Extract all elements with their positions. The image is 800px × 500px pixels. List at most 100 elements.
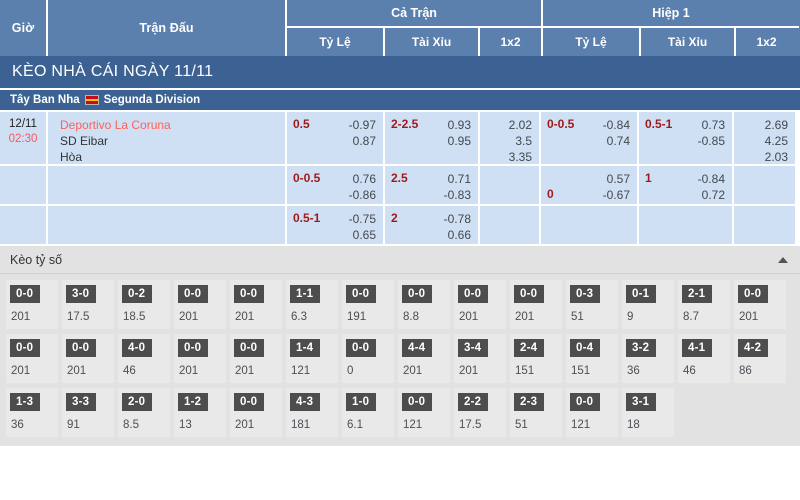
spain-flag-icon — [84, 95, 99, 105]
correct-score-cell[interactable]: 4-1 46 — [678, 334, 730, 383]
correct-score-cell[interactable]: 0-0 121 — [566, 388, 618, 437]
ft-handicap-line-3: 0.5-1 — [293, 211, 321, 225]
correct-score-odd: 151 — [571, 365, 591, 377]
correct-score-cell[interactable]: 0-0 121 — [398, 388, 450, 437]
caret-up-icon[interactable] — [778, 256, 788, 263]
ft-overunder-cell-1[interactable]: 2-2.5 0.93 0.95 — [385, 112, 480, 166]
correct-score-cell[interactable]: 0-3 51 — [566, 280, 618, 329]
correct-score-cell[interactable]: 0-0 201 — [230, 334, 282, 383]
ft-overunder-line-3: 2 — [391, 211, 398, 225]
ft-overunder-cell-3[interactable]: 2 -0.78 0.66 — [385, 206, 480, 246]
league-bar[interactable]: Tây Ban Nha Segunda Division — [0, 90, 800, 112]
match-time-cell: 12/11 02:30 — [0, 112, 48, 166]
correct-score-cell[interactable]: 0-0 201 — [174, 280, 226, 329]
h1-handicap-over-1: -0.84 — [602, 118, 630, 132]
correct-score-cell[interactable]: 4-4 201 — [398, 334, 450, 383]
correct-score-odd: 13 — [179, 419, 192, 431]
h1-overunder-cell-2[interactable]: 1 -0.84 0.72 — [639, 166, 734, 206]
correct-score-cell[interactable]: 0-0 191 — [342, 280, 394, 329]
correct-score-value: 4-1 — [682, 339, 713, 357]
correct-score-odd: 201 — [179, 311, 199, 323]
away-team[interactable]: SD Eibar — [60, 134, 109, 148]
ft-handicap-cell-1[interactable]: 0.5 -0.97 0.87 — [287, 112, 385, 166]
ft-overunder-line-1: 2-2.5 — [391, 117, 419, 131]
correct-score-cell[interactable]: 1-3 36 — [6, 388, 58, 437]
correct-score-cell[interactable]: 2-2 17.5 — [454, 388, 506, 437]
correct-score-cell[interactable]: 0-0 0 — [342, 334, 394, 383]
correct-score-cell[interactable]: 1-0 6.1 — [342, 388, 394, 437]
ft-overunder-values-1: 0.93 0.95 — [448, 117, 471, 149]
home-team[interactable]: Deportivo La Coruna — [60, 118, 171, 132]
correct-score-odd: 46 — [683, 365, 696, 377]
match-date: 12/11 — [9, 118, 37, 130]
correct-score-value: 1-1 — [290, 285, 321, 303]
odds-table-body: 12/11 02:30 Deportivo La Coruna SD Eibar… — [0, 112, 800, 246]
correct-score-cell[interactable]: 2-0 8.5 — [118, 388, 170, 437]
correct-score-odd: 36 — [627, 365, 640, 377]
correct-score-cell[interactable]: 0-0 201 — [230, 280, 282, 329]
h1-handicap-line-2: 0 — [547, 187, 554, 201]
correct-score-cell[interactable]: 0-0 201 — [230, 388, 282, 437]
ft-1x2-cell-1[interactable]: 2.02 3.5 3.35 — [480, 112, 541, 166]
correct-score-value: 0-0 — [10, 285, 41, 303]
correct-score-value: 4-3 — [290, 393, 321, 411]
correct-score-cell[interactable]: 0-1 9 — [622, 280, 674, 329]
ft-overunder-cell-2[interactable]: 2.5 0.71 -0.83 — [385, 166, 480, 206]
ft-handicap-values-3: -0.75 0.65 — [349, 211, 376, 243]
header-firsthalf-overunder: Tài Xỉu — [641, 28, 736, 56]
correct-score-cell[interactable]: 3-3 91 — [62, 388, 114, 437]
correct-score-value: 0-0 — [178, 285, 209, 303]
page-title: KÈO NHÀ CÁI NGÀY 11/11 — [0, 56, 800, 90]
correct-score-cell[interactable]: 3-0 17.5 — [62, 280, 114, 329]
table-row: 0-0.5 0.76 -0.86 2.5 0.71 -0.83 0 0.57 -… — [0, 166, 800, 206]
ft-over-3: -0.78 — [443, 212, 471, 226]
correct-score-cell[interactable]: 4-0 46 — [118, 334, 170, 383]
correct-score-cell[interactable]: 0-0 201 — [734, 280, 786, 329]
correct-score-cell[interactable]: 1-1 6.3 — [286, 280, 338, 329]
h1-handicap-cell-1[interactable]: 0-0.5 -0.84 0.74 — [541, 112, 639, 166]
header-firsthalf-1x2: 1x2 — [756, 35, 777, 49]
correct-score-cell[interactable]: 1-2 13 — [174, 388, 226, 437]
header-match-column: Trận Đấu — [48, 0, 287, 56]
ft-handicap-cell-2[interactable]: 0-0.5 0.76 -0.86 — [287, 166, 385, 206]
correct-score-cell[interactable]: 1-4 121 — [286, 334, 338, 383]
correct-score-value: 0-0 — [66, 339, 97, 357]
correct-score-cell[interactable]: 0-0 201 — [454, 280, 506, 329]
correct-score-cell[interactable]: 3-4 201 — [454, 334, 506, 383]
h1-overunder-values-2: -0.84 0.72 — [698, 171, 725, 203]
correct-score-cell[interactable]: 2-4 151 — [510, 334, 562, 383]
correct-score-odd: 18.5 — [123, 311, 146, 323]
correct-score-cell[interactable]: 0-0 201 — [174, 334, 226, 383]
odds-table-header: Giờ Trận Đấu Cả Trận Tỷ Lệ Tài Xỉu 1x2 H… — [0, 0, 800, 56]
correct-score-cell[interactable]: 0-0 8.8 — [398, 280, 450, 329]
correct-score-cell[interactable]: 2-1 8.7 — [678, 280, 730, 329]
correct-score-header[interactable]: Kèo tỷ số — [0, 246, 800, 274]
correct-score-cell[interactable]: 3-2 36 — [622, 334, 674, 383]
correct-score-cell[interactable]: 0-0 201 — [62, 334, 114, 383]
correct-score-odd: 17.5 — [459, 419, 482, 431]
correct-score-cell[interactable]: 4-3 181 — [286, 388, 338, 437]
correct-score-cell[interactable]: 0-4 151 — [566, 334, 618, 383]
h1-over-1: 0.73 — [701, 118, 725, 132]
correct-score-value: 3-0 — [66, 285, 97, 303]
league-name: Segunda Division — [103, 94, 201, 106]
correct-score-cell[interactable]: 2-3 51 — [510, 388, 562, 437]
correct-score-value: 0-0 — [234, 285, 265, 303]
correct-score-cell[interactable]: 0-2 18.5 — [118, 280, 170, 329]
correct-score-cell[interactable]: 0-0 201 — [6, 334, 58, 383]
ft-handicap-line-1: 0.5 — [293, 117, 310, 131]
ft-handicap-cell-3[interactable]: 0.5-1 -0.75 0.65 — [287, 206, 385, 246]
correct-score-cell[interactable]: 3-1 18 — [622, 388, 674, 437]
ft-over-2: 0.71 — [447, 172, 471, 186]
h1-handicap-cell-2[interactable]: 0 0.57 -0.67 — [541, 166, 639, 206]
correct-score-cell[interactable]: 0-0 201 — [510, 280, 562, 329]
header-fulltime-overunder: Tài Xỉu — [385, 28, 480, 56]
correct-score-odd: 51 — [571, 311, 584, 323]
ft-handicap-over-1: -0.97 — [348, 118, 376, 132]
correct-score-cell[interactable]: 4-2 86 — [734, 334, 786, 383]
h1-overunder-cell-3 — [639, 206, 734, 246]
correct-score-cell[interactable]: 0-0 201 — [6, 280, 58, 329]
h1-overunder-cell-1[interactable]: 0.5-1 0.73 -0.85 — [639, 112, 734, 166]
h1-1x2-cell-1[interactable]: 2.69 4.25 2.03 — [734, 112, 795, 166]
ft-1x2-away: 3.35 — [508, 150, 532, 164]
